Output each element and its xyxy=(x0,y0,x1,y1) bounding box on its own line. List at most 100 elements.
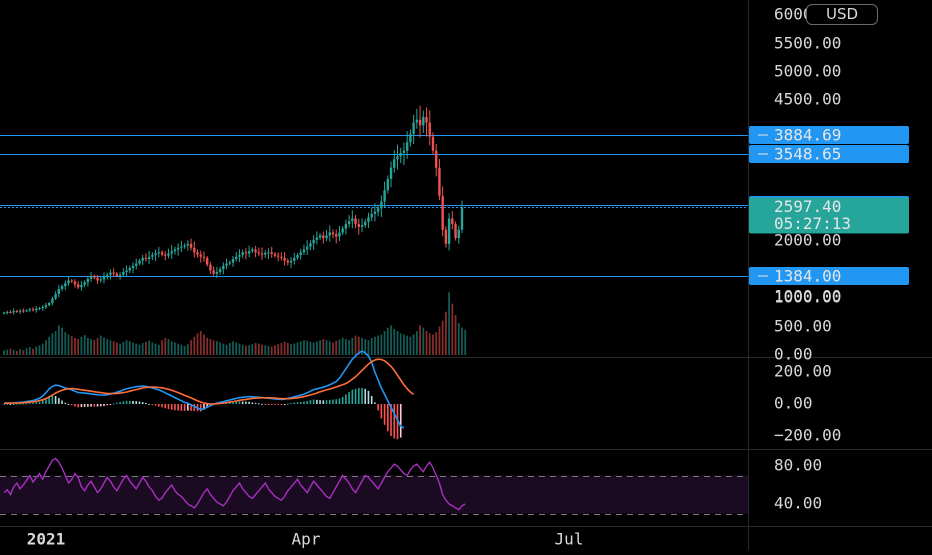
candle-body xyxy=(415,119,419,123)
candle-body xyxy=(260,253,264,255)
macd-histogram-bar xyxy=(370,396,373,404)
candle-body xyxy=(235,256,238,260)
macd-histogram-bar xyxy=(99,404,102,407)
candle-body xyxy=(47,303,51,306)
volume-bar xyxy=(96,337,99,355)
currency-selector-button[interactable]: USD xyxy=(806,4,878,25)
candle-body xyxy=(199,254,202,257)
volume-bar xyxy=(232,341,234,355)
candle-body xyxy=(18,310,22,312)
candle-body xyxy=(315,237,319,240)
macd-histogram-bar xyxy=(228,401,231,404)
candle-body xyxy=(354,218,357,225)
macd-histogram-bar xyxy=(245,401,247,404)
volume-bar xyxy=(83,335,86,355)
candle-body xyxy=(405,142,409,151)
volume-bar xyxy=(444,311,447,355)
macd-histogram-bar xyxy=(83,404,86,407)
candle-body xyxy=(328,232,331,236)
candle-body xyxy=(331,232,335,235)
macd-histogram-bar xyxy=(132,400,134,404)
rsi-band-background xyxy=(0,475,748,514)
candle-body xyxy=(12,310,15,313)
volume-bar xyxy=(119,343,122,355)
macd-histogram-bar xyxy=(122,401,125,404)
volume-bar xyxy=(341,337,344,355)
volume-bar xyxy=(90,339,92,355)
macd-histogram-bar xyxy=(261,403,263,405)
macd-histogram-bar xyxy=(199,404,202,412)
macd-histogram-bar xyxy=(248,401,250,404)
volume-bar xyxy=(454,315,457,355)
candle-body xyxy=(67,280,70,284)
macd-histogram-bar xyxy=(29,403,31,405)
macd-histogram-bar xyxy=(64,402,67,404)
time-axis-tick-label: Apr xyxy=(292,530,321,549)
macd-histogram-bar xyxy=(351,389,354,404)
volume-bar xyxy=(248,345,251,355)
volume-bar xyxy=(141,343,144,355)
macd-histogram-bar xyxy=(87,404,89,407)
candle-body xyxy=(28,309,32,311)
macd-histogram-bar xyxy=(41,400,44,404)
volume-bar xyxy=(319,340,321,355)
macd-histogram-bar xyxy=(183,404,186,412)
candle-body xyxy=(70,280,73,282)
volume-bar xyxy=(406,335,409,355)
macd-histogram-bar xyxy=(367,390,370,404)
macd-histogram-bar xyxy=(67,404,70,405)
candle-body xyxy=(238,255,241,257)
volume-bar xyxy=(148,340,151,355)
volume-bar xyxy=(190,340,192,355)
macd-histogram-bar xyxy=(290,403,292,405)
macd-histogram-bar xyxy=(232,401,234,404)
candle-body xyxy=(267,252,270,254)
macd-histogram-bar xyxy=(399,404,402,438)
volume-bar xyxy=(38,345,41,355)
macd-histogram-bar xyxy=(106,404,109,406)
candle-body xyxy=(89,275,93,279)
macd-histogram-bar xyxy=(116,402,118,404)
candle-body xyxy=(22,310,25,312)
macd-histogram-bar xyxy=(177,404,179,411)
volume-bar xyxy=(132,342,134,355)
candle-body xyxy=(335,234,338,237)
candle-body xyxy=(99,279,102,281)
volume-bar xyxy=(209,339,212,355)
macd-axis-tick-label: −200.00 xyxy=(774,426,841,445)
macd-histogram-bar xyxy=(3,404,5,405)
volume-bar xyxy=(35,346,38,355)
volume-bar xyxy=(315,341,318,355)
volume-bar xyxy=(128,341,131,355)
candle-body xyxy=(183,245,186,247)
candle-body xyxy=(325,235,328,239)
candle-body xyxy=(418,119,422,126)
candle-body xyxy=(264,252,267,255)
macd-histogram-bar xyxy=(32,402,34,404)
candle-body xyxy=(212,270,215,274)
volume-bar xyxy=(335,340,338,355)
candle-body xyxy=(393,159,396,168)
candle-body xyxy=(347,221,351,225)
volume-bar xyxy=(290,344,292,355)
candle-body xyxy=(202,256,206,258)
candle-body xyxy=(296,255,299,258)
volume-bar xyxy=(422,327,425,355)
macd-histogram-bar xyxy=(151,404,154,405)
candle-body xyxy=(251,249,254,252)
macd-histogram-bar xyxy=(303,401,305,404)
candle-body xyxy=(360,225,364,227)
volume-bar xyxy=(451,303,454,355)
volume-bar xyxy=(80,336,83,355)
volume-bar xyxy=(74,337,76,355)
candle-body xyxy=(270,252,273,254)
volume-bar xyxy=(180,344,183,355)
volume-bar xyxy=(257,343,260,355)
macd-histogram-bar xyxy=(306,400,308,404)
volume-bar xyxy=(364,339,367,355)
candle-body xyxy=(9,311,12,313)
volume-bar xyxy=(48,336,51,355)
macd-histogram-bar xyxy=(390,404,392,436)
